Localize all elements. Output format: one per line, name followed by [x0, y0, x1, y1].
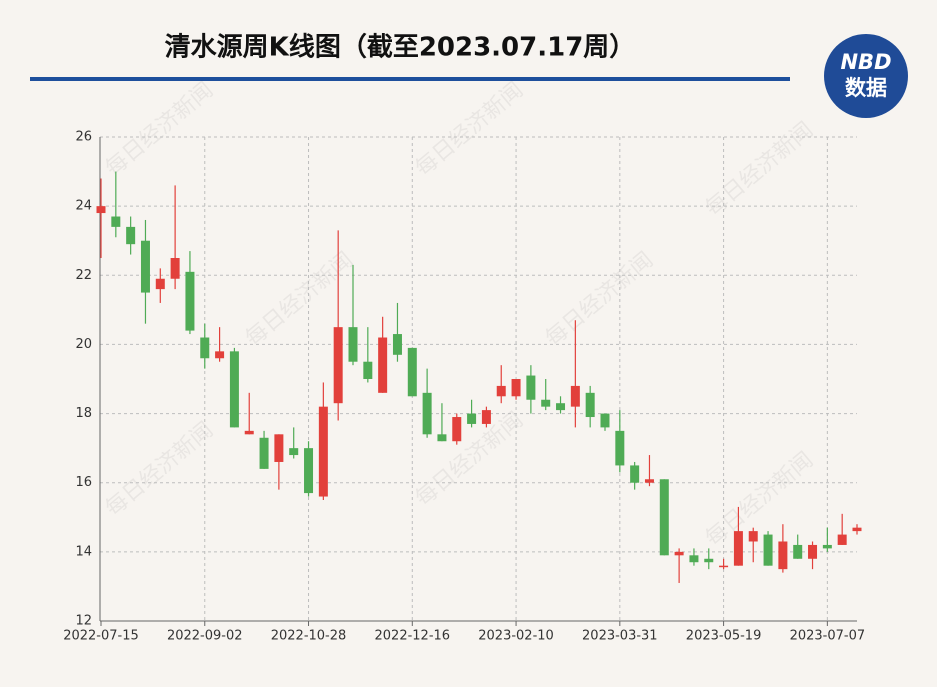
candle-body: [140, 240, 150, 293]
candle-body: [852, 527, 862, 532]
chart-title: 清水源周K线图（截至2023.07.17周）: [165, 33, 636, 63]
candle-body: [318, 406, 328, 497]
x-tick-label: 2023-02-10: [478, 629, 554, 644]
candle-body: [437, 434, 447, 442]
candle-body: [96, 206, 106, 214]
candle-body: [392, 334, 402, 355]
y-tick-label: 26: [75, 130, 92, 145]
y-tick-label: 12: [75, 614, 92, 629]
candle-body: [674, 551, 684, 556]
candle-body: [407, 347, 417, 397]
candle-body: [244, 430, 254, 435]
candle-body: [422, 392, 432, 435]
y-tick-label: 16: [75, 475, 92, 490]
candle-body: [644, 479, 654, 483]
candle-body: [585, 392, 595, 418]
candle-body: [452, 417, 462, 442]
candle-body: [793, 544, 803, 559]
candle-body: [496, 385, 506, 397]
candle-body: [481, 410, 491, 424]
y-tick-label: 24: [75, 199, 92, 214]
candle-body: [837, 534, 847, 545]
candle-body: [363, 361, 373, 379]
candle-body: [615, 430, 625, 466]
y-tick-label: 20: [75, 337, 92, 352]
candle-body: [467, 413, 477, 424]
candle-body: [215, 351, 225, 359]
x-tick-label: 2023-03-31: [582, 629, 658, 644]
y-tick-label: 22: [75, 268, 92, 283]
candle-body: [600, 413, 610, 428]
candle-body: [541, 399, 551, 407]
candle-body: [111, 216, 121, 227]
logo: [824, 34, 908, 118]
candle-body: [526, 375, 536, 400]
x-tick-label: 2022-07-15: [63, 629, 139, 644]
candle-body: [185, 271, 195, 331]
x-tick-label: 2022-12-16: [375, 629, 451, 644]
candle-body: [304, 448, 314, 494]
x-tick-label: 2023-07-07: [790, 629, 866, 644]
logo-top: NBD: [840, 50, 891, 74]
candle-body: [289, 448, 299, 456]
candle-body: [556, 403, 566, 411]
candle-body: [689, 555, 699, 563]
candle-body: [570, 385, 580, 407]
candle-body: [126, 226, 136, 245]
y-tick-label: 18: [75, 406, 92, 421]
candle-body: [200, 337, 210, 359]
candle-body: [170, 258, 180, 279]
candle-body: [719, 565, 729, 568]
candle-body: [704, 558, 714, 563]
candle-body: [259, 437, 269, 469]
logo-bottom: 数据: [845, 76, 887, 100]
candle-body: [348, 327, 358, 362]
x-tick-label: 2023-05-19: [686, 629, 762, 644]
y-tick-label: 14: [75, 544, 92, 559]
x-tick-label: 2022-10-28: [271, 629, 347, 644]
candle-body: [659, 479, 669, 556]
candle-body: [763, 534, 773, 566]
candle-body: [778, 541, 788, 570]
candle-body: [333, 327, 343, 404]
candle-body: [378, 337, 388, 393]
candle-body: [630, 465, 640, 483]
x-tick-label: 2022-09-02: [167, 629, 243, 644]
candle-body: [155, 278, 165, 290]
candle-body: [822, 544, 832, 549]
candle-body: [229, 351, 239, 428]
title-underline: [30, 77, 790, 81]
candle-body: [511, 379, 521, 397]
candle-body: [808, 544, 818, 559]
candle-body: [748, 531, 758, 542]
candle-body: [733, 531, 743, 566]
candle-body: [274, 434, 284, 462]
